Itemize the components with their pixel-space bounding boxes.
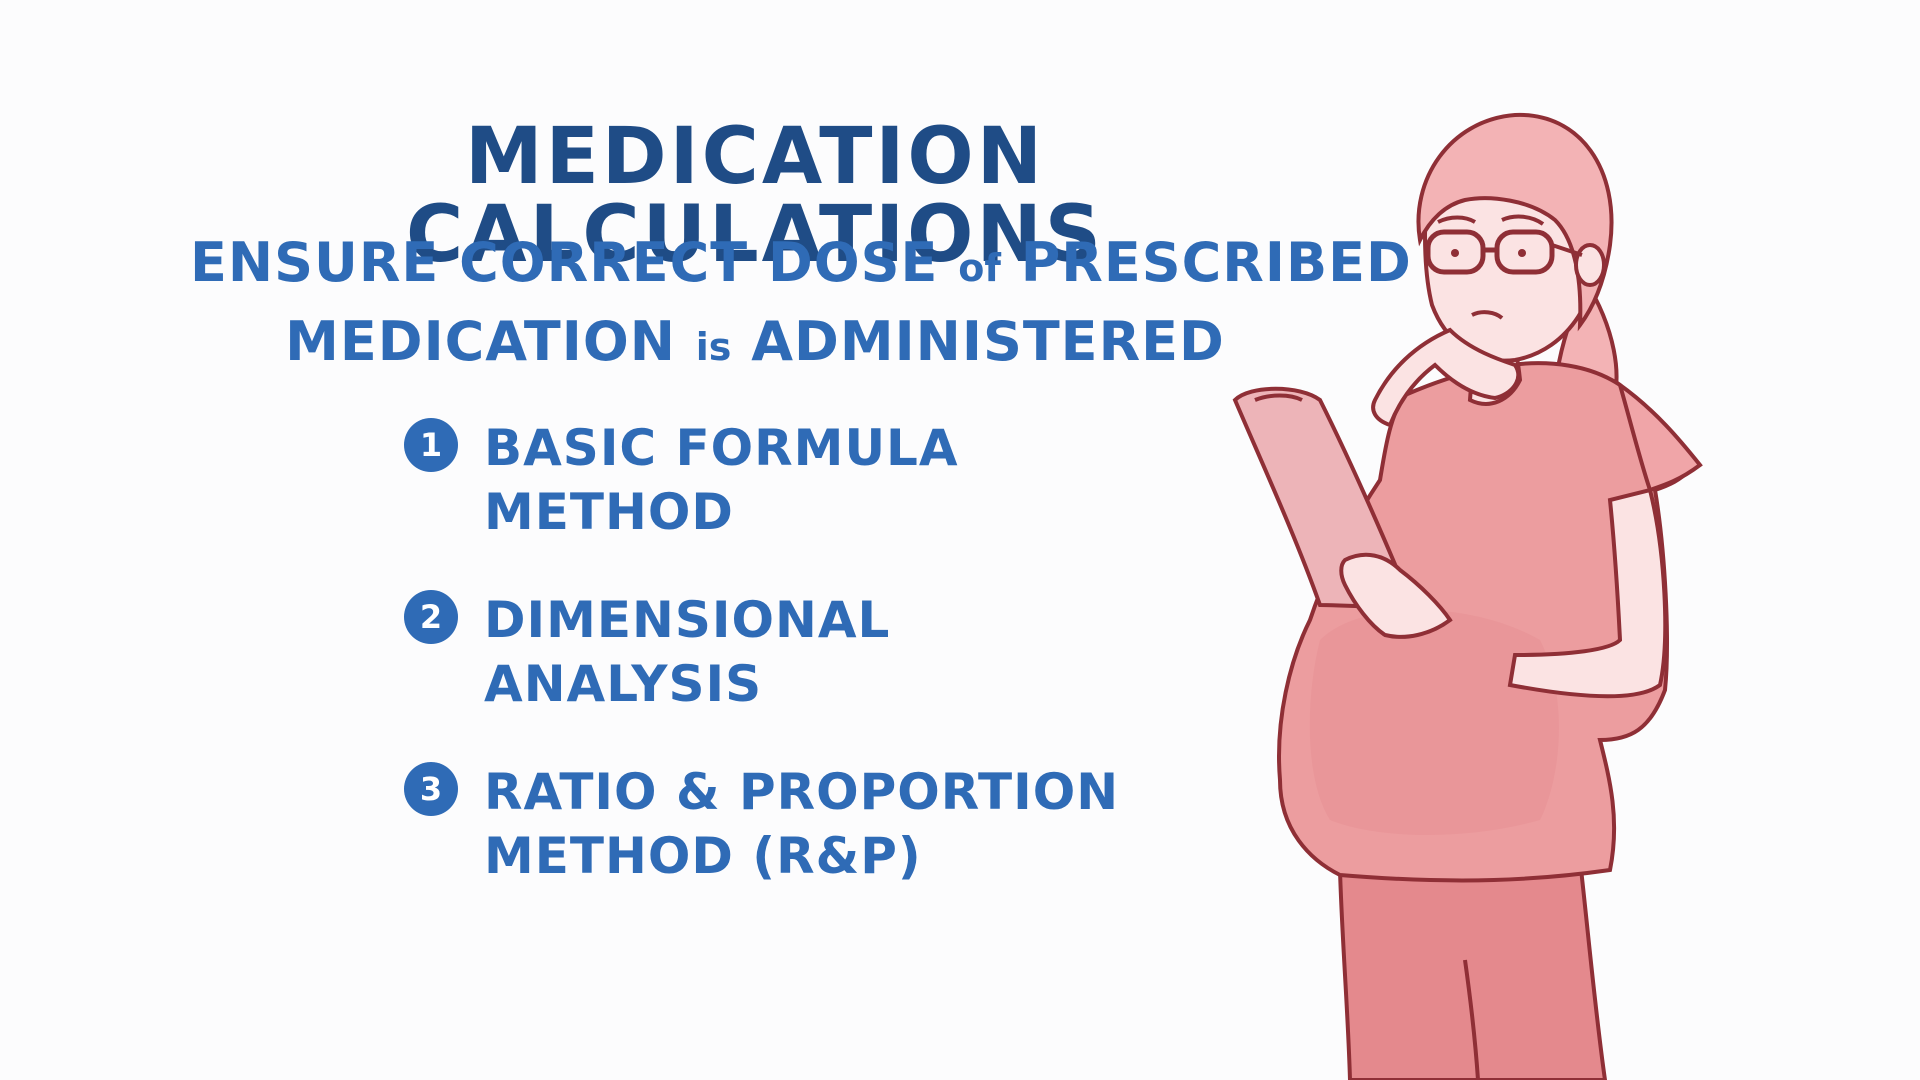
hand-holding-clipboard-shape	[1339, 552, 1453, 639]
forearm-shape	[1507, 487, 1668, 699]
number-badge-icon: 1	[404, 418, 458, 472]
subtitle-text: ENSURE CORRECT DOSE	[190, 231, 939, 294]
number-badge-icon: 2	[404, 590, 458, 644]
ear-shape	[1574, 243, 1606, 287]
subtitle-line-2: MEDICATION is ADMINISTERED	[190, 305, 1320, 384]
clipboard-clip	[1254, 393, 1303, 402]
hand-at-chin-shape	[1371, 327, 1521, 428]
methods-list: 1 BASIC FORMULA METHOD 2 DIMENSIONAL ANA…	[404, 416, 1124, 932]
eye-shape	[1518, 249, 1526, 257]
pants-seam	[1463, 959, 1480, 1080]
eye-shape	[1451, 249, 1459, 257]
method-label: DIMENSIONAL ANALYSIS	[484, 591, 891, 713]
subtitle-connector: of	[958, 246, 1001, 290]
belly-shade	[1309, 610, 1559, 835]
subtitle-text: ADMINISTERED	[751, 310, 1225, 373]
subtitle-line-1: ENSURE CORRECT DOSE of PRESCRIBED	[190, 226, 1411, 305]
subtitle-text: MEDICATION	[285, 310, 676, 373]
method-label: RATIO & PROPORTION METHOD (R&P)	[484, 763, 1120, 885]
subtitle-connector: is	[695, 325, 732, 369]
method-item: 3 RATIO & PROPORTION METHOD (R&P)	[404, 760, 1124, 888]
nurse-with-clipboard-illustration	[1232, 112, 1703, 1080]
slide-subtitle: ENSURE CORRECT DOSE of PRESCRIBED MEDICA…	[190, 226, 1411, 384]
glasses-arm	[1551, 243, 1583, 257]
mouth-shape	[1471, 310, 1504, 320]
number-badge-icon: 3	[404, 762, 458, 816]
brow-shape	[1437, 215, 1477, 224]
hair-shape	[1416, 112, 1614, 332]
sleeve-shape	[1616, 380, 1703, 493]
method-label: BASIC FORMULA METHOD	[484, 419, 959, 541]
pants-shape	[1337, 857, 1608, 1080]
brow-shape	[1501, 214, 1545, 226]
slide-title: MEDICATION CALCULATIONS	[406, 112, 1104, 280]
method-item: 2 DIMENSIONAL ANALYSIS	[404, 588, 1124, 716]
subtitle-text: PRESCRIBED	[1020, 231, 1412, 294]
method-item: 1 BASIC FORMULA METHOD	[404, 416, 1124, 544]
